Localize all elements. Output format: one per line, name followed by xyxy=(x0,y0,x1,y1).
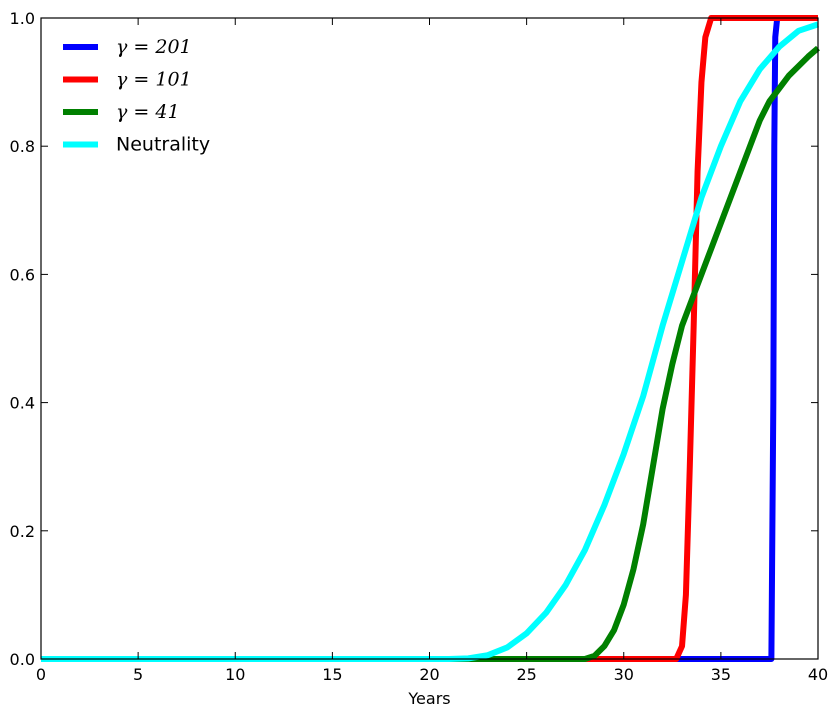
legend-label-1: γ = 101 xyxy=(116,69,192,91)
y-tick-label: 0.8 xyxy=(10,137,35,156)
ticks-layer: 0 5 10 15 20 25 30 35 40 0.0 0.2 0.4 0.6 0.8 1.0 xyxy=(10,9,829,684)
x-tick-label: 20 xyxy=(419,665,439,684)
x-tick-label: 35 xyxy=(711,665,731,684)
legend-label-0: γ = 201 xyxy=(116,36,192,58)
x-axis-label: Years xyxy=(407,689,450,708)
x-tick-label: 5 xyxy=(133,665,143,684)
series-line-3 xyxy=(41,21,819,662)
y-tick-label: 0.0 xyxy=(10,650,35,669)
legend-label-3: Neutrality xyxy=(116,134,210,156)
legend: γ = 201 γ = 101 γ = 41 Neutrality xyxy=(63,36,210,156)
x-tick-label: 15 xyxy=(322,665,342,684)
series-line-2 xyxy=(41,45,820,662)
y-tick-label: 1.0 xyxy=(10,9,35,28)
x-tick-label: 0 xyxy=(36,665,46,684)
x-tick-label: 10 xyxy=(225,665,245,684)
x-tick-label: 25 xyxy=(516,665,536,684)
legend-label-2: γ = 41 xyxy=(116,101,180,123)
y-tick-label: 0.2 xyxy=(10,522,35,541)
y-tick-label: 0.6 xyxy=(10,265,35,284)
x-tick-label: 30 xyxy=(614,665,634,684)
x-tick-label: 40 xyxy=(808,665,828,684)
y-tick-label: 0.4 xyxy=(10,394,35,413)
